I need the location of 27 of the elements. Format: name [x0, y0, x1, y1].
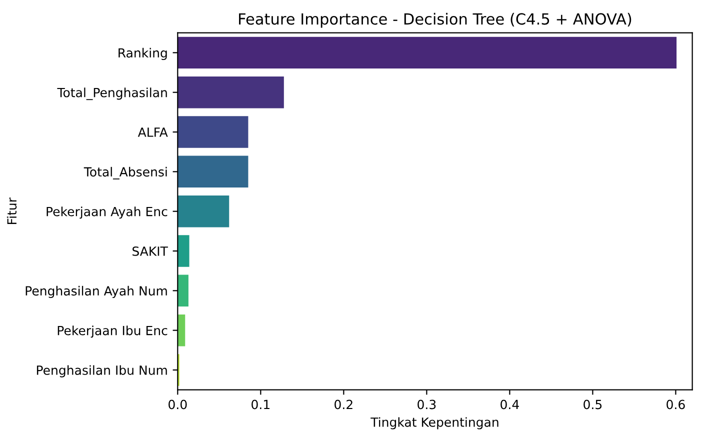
bar: [178, 116, 248, 148]
bar: [178, 195, 230, 228]
bar: [178, 274, 188, 307]
x-tick-label: 0.2: [334, 400, 352, 410]
x-tick-label: 0.4: [500, 400, 519, 410]
y-tick-label: SAKIT: [132, 246, 168, 256]
y-tick-label: Pekerjaan Ibu Enc: [58, 326, 168, 338]
bar: [178, 76, 284, 108]
x-axis-title: Tingkat Kepentingan: [370, 417, 498, 430]
bar: [178, 156, 248, 188]
y-tick-label: Pekerjaan Ayah Enc: [46, 206, 168, 219]
x-tick-label: 0.1: [252, 400, 270, 410]
bar: [178, 36, 677, 69]
bar: [178, 235, 190, 267]
y-tick-label: ALFA: [138, 128, 168, 137]
bar: [178, 314, 186, 346]
x-tick-label: 0.3: [418, 400, 436, 410]
x-tick-label: 0.5: [584, 400, 602, 410]
x-tick-label: 0.6: [666, 400, 685, 410]
y-tick-label: Ranking: [118, 48, 167, 60]
y-axis-title: Fitur: [6, 197, 17, 224]
y-tick-label: Penghasilan Ayah Num: [26, 286, 167, 298]
chart-title: Feature Importance - Decision Tree (C4.5 + ANOVA): [239, 12, 632, 28]
y-tick-label: Total_Penghasilan: [57, 88, 167, 100]
y-tick-label: Penghasilan Ibu Num: [36, 365, 167, 378]
y-tick-label: Total_Absensi: [84, 166, 167, 180]
x-tick-label: 0.0: [168, 400, 187, 410]
